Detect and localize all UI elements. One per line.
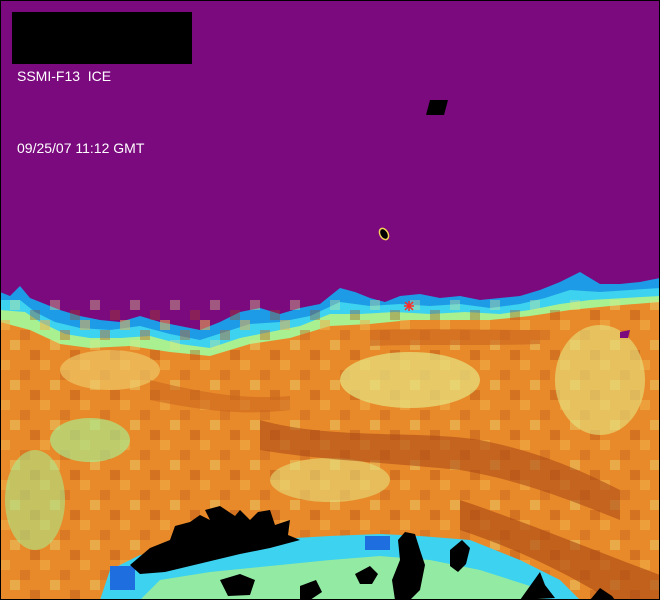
land-mass [590,588,615,600]
ice-dense-band [260,420,620,520]
ice-dense-band [460,500,660,600]
land-mass [300,580,322,600]
timestamp-label: 09/25/07 11:12 GMT [17,140,145,156]
polynya [620,330,630,338]
land-mass [520,572,555,600]
land-mass [355,566,378,584]
land-mass [450,540,470,572]
coastal-blue-patch [110,566,135,590]
ice-dense-band [150,380,290,413]
land-mass [220,574,255,596]
ice-patch-yellow [60,350,160,390]
ice-patch-green [5,450,65,550]
ice-patch-yellow [555,325,645,435]
asterisk-icon [404,301,414,311]
sensor-label: SSMI-F13 ICE [17,68,112,84]
land-mass [392,532,425,600]
ellipse-icon [378,227,390,241]
ice-dense-band [370,329,540,346]
ice-patch-yellow [340,352,480,408]
land-mass [130,506,300,574]
map-caption: SSMI-F13 ICE 09/25/07 11:12 GMT [12,12,192,156]
ice-patch-green [50,418,130,462]
data-gap [426,100,448,115]
ice-patch-yellow [270,458,390,502]
coastal-blue-patch [365,536,390,550]
